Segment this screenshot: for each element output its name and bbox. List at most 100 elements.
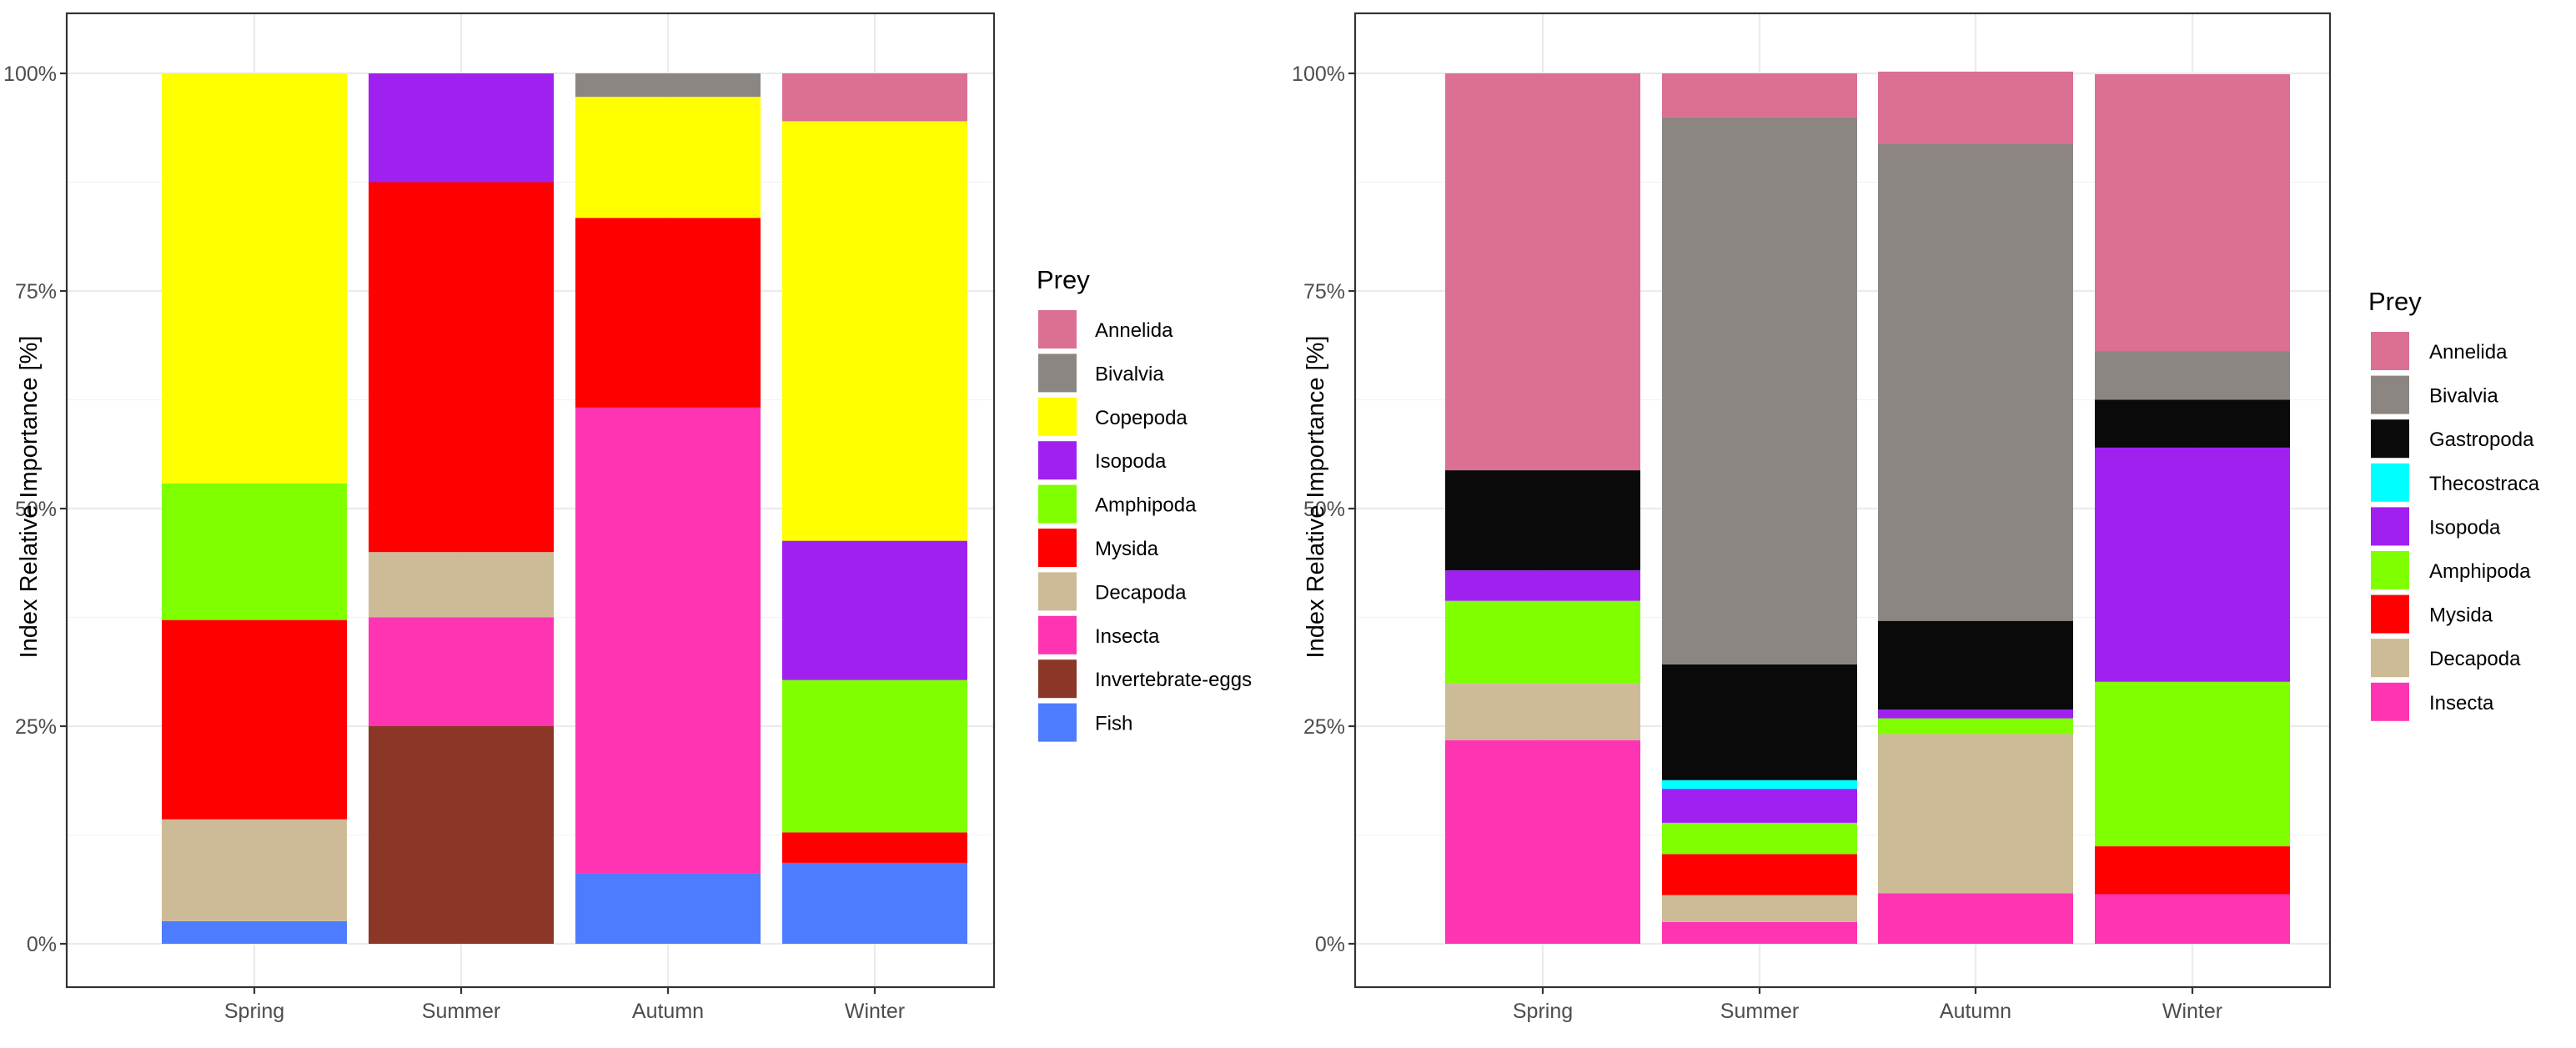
legend-key-amphipoda: [2371, 551, 2409, 589]
legend-key-isopoda: [1038, 441, 1077, 480]
legend-key-mysida: [1038, 529, 1077, 567]
bar-winter-isopoda: [2095, 447, 2290, 682]
legend-label-isopoda: Isopoda: [1095, 450, 1167, 473]
bar-spring-decapoda: [1445, 683, 1640, 740]
bar-autumn-bivalvia: [1878, 143, 2073, 621]
bar-spring-copepoda: [162, 73, 347, 484]
bar-winter-fish: [782, 862, 967, 944]
bar-autumn-insecta: [575, 407, 761, 874]
legend-label-bivalvia: Bivalvia: [2429, 385, 2498, 408]
bar-winter-insecta: [2095, 894, 2290, 944]
bar-spring-insecta: [1445, 740, 1640, 944]
legend-label-amphipoda: Amphipoda: [1095, 494, 1197, 517]
bar-summer-mysida: [369, 182, 554, 553]
bar-spring-decapoda: [162, 819, 347, 921]
bar-autumn-isopoda: [1878, 710, 2073, 719]
y-tick-label: 75%: [1303, 280, 1345, 303]
x-tick-label: Autumn: [1940, 1000, 2011, 1023]
bar-winter-mysida: [782, 832, 967, 863]
bar-autumn-decapoda: [1878, 734, 2073, 894]
bar-autumn-fish: [575, 873, 761, 944]
panel-border: [65, 12, 996, 989]
legend: Prey Annelida Bivalvia Gastropoda Thecostrac…: [2368, 287, 2540, 721]
bar-autumn-gastropoda: [1878, 620, 2073, 710]
bar-summer-annelida: [1662, 73, 1857, 118]
y-tick-label: 100%: [1292, 63, 1345, 86]
bar-summer-decapoda: [369, 552, 554, 618]
bar-winter-amphipoda: [2095, 681, 2290, 847]
legend-key-bivalvia: [1038, 354, 1077, 393]
bar-autumn-annelida: [1878, 71, 2073, 144]
bar-autumn-copepoda: [575, 97, 761, 218]
y-tick-label: 50%: [1303, 498, 1345, 521]
legend-label-isopoda: Isopoda: [2429, 516, 2501, 539]
y-axis-title: Index Relative Importance [%]: [16, 336, 43, 659]
x-tick-label: Winter: [845, 1000, 905, 1023]
bar-winter-annelida: [2095, 74, 2290, 352]
legend-label-annelida: Annelida: [1095, 319, 1173, 342]
x-tick-label: Winter: [2162, 1000, 2222, 1023]
legend-label-mysida: Mysida: [1095, 538, 1159, 560]
legend-label-thecostraca: Thecostraca: [2429, 473, 2540, 495]
legend-label-amphipoda: Amphipoda: [2429, 560, 2531, 583]
legend-key-mysida: [2371, 594, 2409, 634]
legend-key-insecta: [1038, 615, 1077, 654]
bar-summer-invertebrate-eggs: [369, 726, 554, 944]
bar-summer-gastropoda: [1662, 664, 1857, 780]
bar-spring-gastropoda: [1445, 470, 1640, 571]
bar-winter-amphipoda: [782, 679, 967, 833]
legend-label-decapoda: Decapoda: [1095, 581, 1187, 604]
y-tick-label: 50%: [15, 498, 57, 521]
y-tick-label: 100%: [3, 63, 57, 86]
bar-autumn-insecta: [1878, 893, 2073, 944]
x-tick-label: Autumn: [632, 1000, 704, 1023]
y-tick-label: 25%: [15, 715, 57, 739]
bar-spring-amphipoda: [1445, 600, 1640, 684]
panel-border: [1353, 12, 2332, 989]
x-tick-label: Spring: [1513, 1000, 1573, 1023]
bar-summer-isopoda: [1662, 789, 1857, 823]
legend-label-annelida: Annelida: [2429, 341, 2508, 364]
bar-spring-amphipoda: [162, 483, 347, 620]
bar-autumn-amphipoda: [1878, 718, 2073, 735]
y-axis-title: Index Relative Importance [%]: [1303, 336, 1329, 659]
bar-summer-insecta: [1662, 921, 1857, 944]
chart-panel-2: 0% 25% 50% 75% 100% Spring Summer Autumn Winter I…: [1292, 12, 2540, 1023]
bar-spring-fish: [162, 920, 347, 944]
bar-winter-isopoda: [782, 540, 967, 680]
legend-key-fish: [1038, 703, 1077, 742]
x-tick-label: Spring: [224, 1000, 284, 1023]
y-tick-label: 75%: [15, 280, 57, 303]
legend-key-decapoda: [1038, 572, 1077, 611]
legend-title: Prey: [1037, 265, 1090, 294]
bar-winter-mysida: [2095, 846, 2290, 895]
x-tick-label: Summer: [422, 1000, 500, 1023]
legend-key-annelida: [1038, 310, 1077, 348]
bar-summer-decapoda: [1662, 895, 1857, 922]
legend-label-insecta: Insecta: [1095, 625, 1160, 648]
bar-autumn-mysida: [575, 218, 761, 408]
bar-spring-isopoda: [1445, 570, 1640, 601]
legend-key-amphipoda: [1038, 484, 1077, 524]
x-tick-label: Summer: [1720, 1000, 1799, 1023]
legend-title: Prey: [2368, 287, 2422, 316]
legend-key-annelida: [2371, 332, 2409, 370]
bar-winter-bivalvia: [2095, 351, 2290, 400]
bar-summer-amphipoda: [1662, 822, 1857, 855]
bars: [162, 73, 967, 944]
legend-label-fish: Fish: [1095, 713, 1132, 735]
bar-summer-insecta: [369, 617, 554, 726]
bar-summer-mysida: [1662, 854, 1857, 895]
bar-spring-annelida: [1445, 73, 1640, 471]
legend-key-gastropoda: [2371, 419, 2409, 459]
legend-label-copepoda: Copepoda: [1095, 407, 1188, 429]
legend-key-invertebrate-eggs: [1038, 659, 1077, 699]
bar-spring-mysida: [162, 619, 347, 820]
legend-label-mysida: Mysida: [2429, 604, 2493, 627]
legend-key-thecostraca: [2371, 463, 2409, 502]
legend: Prey Annelida Bivalvia Copepoda Isopoda Amphi…: [1037, 265, 1252, 742]
legend-label-gastropoda: Gastropoda: [2429, 429, 2534, 451]
legend-label-invertebrate-eggs: Invertebrate-eggs: [1095, 669, 1252, 691]
legend-key-insecta: [2371, 682, 2409, 721]
